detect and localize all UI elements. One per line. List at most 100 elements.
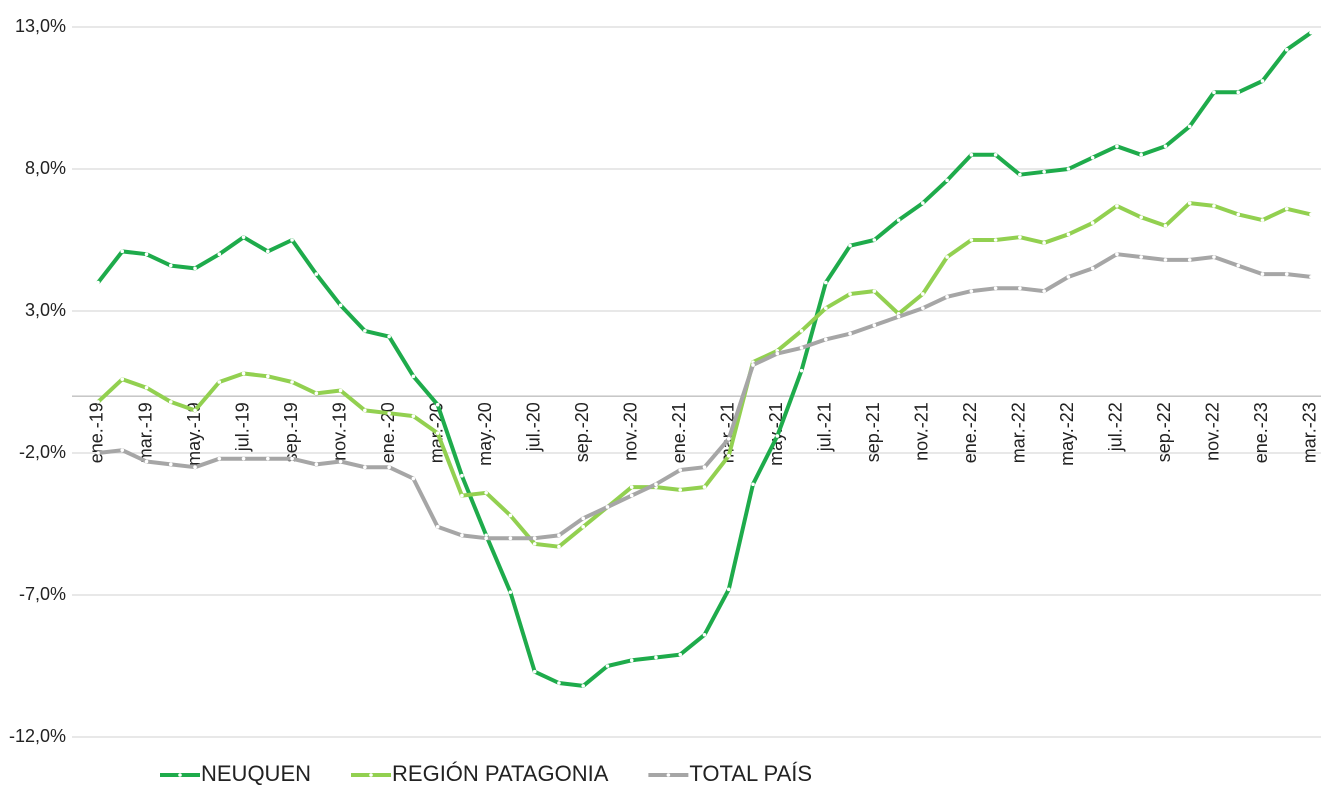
point bbox=[435, 525, 440, 529]
point bbox=[144, 385, 149, 390]
point bbox=[751, 482, 755, 487]
y-tick-label: 13,0% bbox=[15, 16, 66, 36]
point bbox=[168, 400, 173, 404]
y-tick-label: 8,0% bbox=[25, 158, 66, 178]
point bbox=[872, 289, 877, 293]
point bbox=[702, 465, 707, 470]
point bbox=[1309, 212, 1313, 217]
point bbox=[1066, 167, 1071, 171]
point bbox=[96, 400, 100, 404]
point bbox=[1090, 221, 1095, 225]
point bbox=[120, 249, 125, 254]
point bbox=[338, 459, 343, 464]
point bbox=[1187, 124, 1192, 129]
point bbox=[241, 235, 246, 239]
point bbox=[1284, 47, 1289, 52]
point bbox=[848, 331, 852, 336]
x-tick-label: ene.-22 bbox=[960, 402, 980, 463]
point bbox=[557, 681, 561, 685]
point bbox=[726, 437, 731, 441]
point bbox=[1018, 235, 1022, 239]
point bbox=[824, 306, 828, 310]
x-tick-label: nov.-19 bbox=[329, 402, 349, 461]
point bbox=[1187, 201, 1192, 205]
point bbox=[168, 263, 173, 268]
point bbox=[532, 536, 537, 540]
point bbox=[1212, 204, 1216, 208]
point bbox=[921, 292, 925, 296]
point bbox=[605, 664, 610, 668]
point bbox=[969, 238, 974, 242]
point bbox=[1284, 272, 1289, 276]
point bbox=[120, 448, 125, 452]
point bbox=[1139, 215, 1143, 220]
point bbox=[168, 462, 173, 467]
x-tick-label: mar.-19 bbox=[135, 402, 155, 463]
y-tick-label: 3,0% bbox=[25, 300, 66, 320]
legend-dot bbox=[369, 773, 373, 777]
point bbox=[1090, 266, 1095, 271]
point bbox=[387, 465, 391, 470]
point bbox=[654, 482, 658, 487]
point bbox=[387, 334, 391, 339]
point bbox=[969, 289, 974, 293]
point bbox=[872, 238, 877, 242]
point bbox=[290, 380, 294, 384]
point bbox=[217, 456, 222, 461]
point bbox=[460, 473, 464, 478]
legend-label: NEUQUEN bbox=[201, 761, 311, 785]
point bbox=[411, 414, 416, 418]
point bbox=[363, 465, 367, 470]
point bbox=[1260, 79, 1265, 83]
point bbox=[508, 536, 513, 540]
point bbox=[290, 456, 294, 461]
point bbox=[508, 590, 513, 594]
x-tick-label: nov.-21 bbox=[912, 402, 932, 461]
x-tick-label: nov.-22 bbox=[1203, 402, 1223, 461]
point bbox=[411, 374, 416, 379]
point bbox=[993, 238, 998, 242]
point bbox=[460, 493, 464, 498]
point bbox=[896, 218, 901, 222]
point bbox=[848, 243, 852, 248]
point bbox=[338, 303, 343, 308]
point bbox=[460, 533, 464, 538]
point bbox=[993, 286, 998, 291]
legend-dot bbox=[666, 773, 671, 777]
point bbox=[1163, 144, 1168, 149]
x-tick-label: sep.-22 bbox=[1154, 402, 1174, 462]
y-tick-label: -12,0% bbox=[9, 726, 66, 746]
point bbox=[435, 431, 440, 435]
point bbox=[266, 456, 270, 461]
x-tick-label: ene.-21 bbox=[669, 402, 689, 463]
point bbox=[945, 295, 949, 299]
point bbox=[1042, 241, 1046, 245]
y-tick-label: -2,0% bbox=[19, 442, 66, 462]
point bbox=[96, 451, 100, 455]
x-tick-label: ene.-19 bbox=[87, 402, 107, 463]
point bbox=[629, 485, 634, 489]
point bbox=[144, 459, 149, 464]
point bbox=[702, 485, 707, 489]
point bbox=[290, 238, 294, 242]
x-tick-label: mar.-22 bbox=[1009, 402, 1029, 463]
point bbox=[484, 490, 488, 495]
point bbox=[1139, 153, 1143, 157]
x-tick-label: jul.-20 bbox=[523, 402, 543, 452]
point bbox=[557, 544, 561, 549]
point bbox=[775, 351, 780, 356]
point bbox=[799, 346, 804, 350]
point bbox=[824, 337, 828, 342]
point bbox=[726, 587, 731, 592]
point bbox=[387, 411, 391, 416]
point bbox=[678, 488, 683, 492]
point bbox=[993, 153, 998, 157]
point bbox=[1236, 263, 1241, 268]
point bbox=[1212, 90, 1216, 95]
legend-label: TOTAL PAÍS bbox=[689, 761, 812, 785]
point bbox=[557, 533, 561, 538]
point bbox=[1236, 212, 1241, 217]
point bbox=[678, 468, 683, 472]
point bbox=[1139, 255, 1143, 259]
point bbox=[241, 456, 246, 461]
